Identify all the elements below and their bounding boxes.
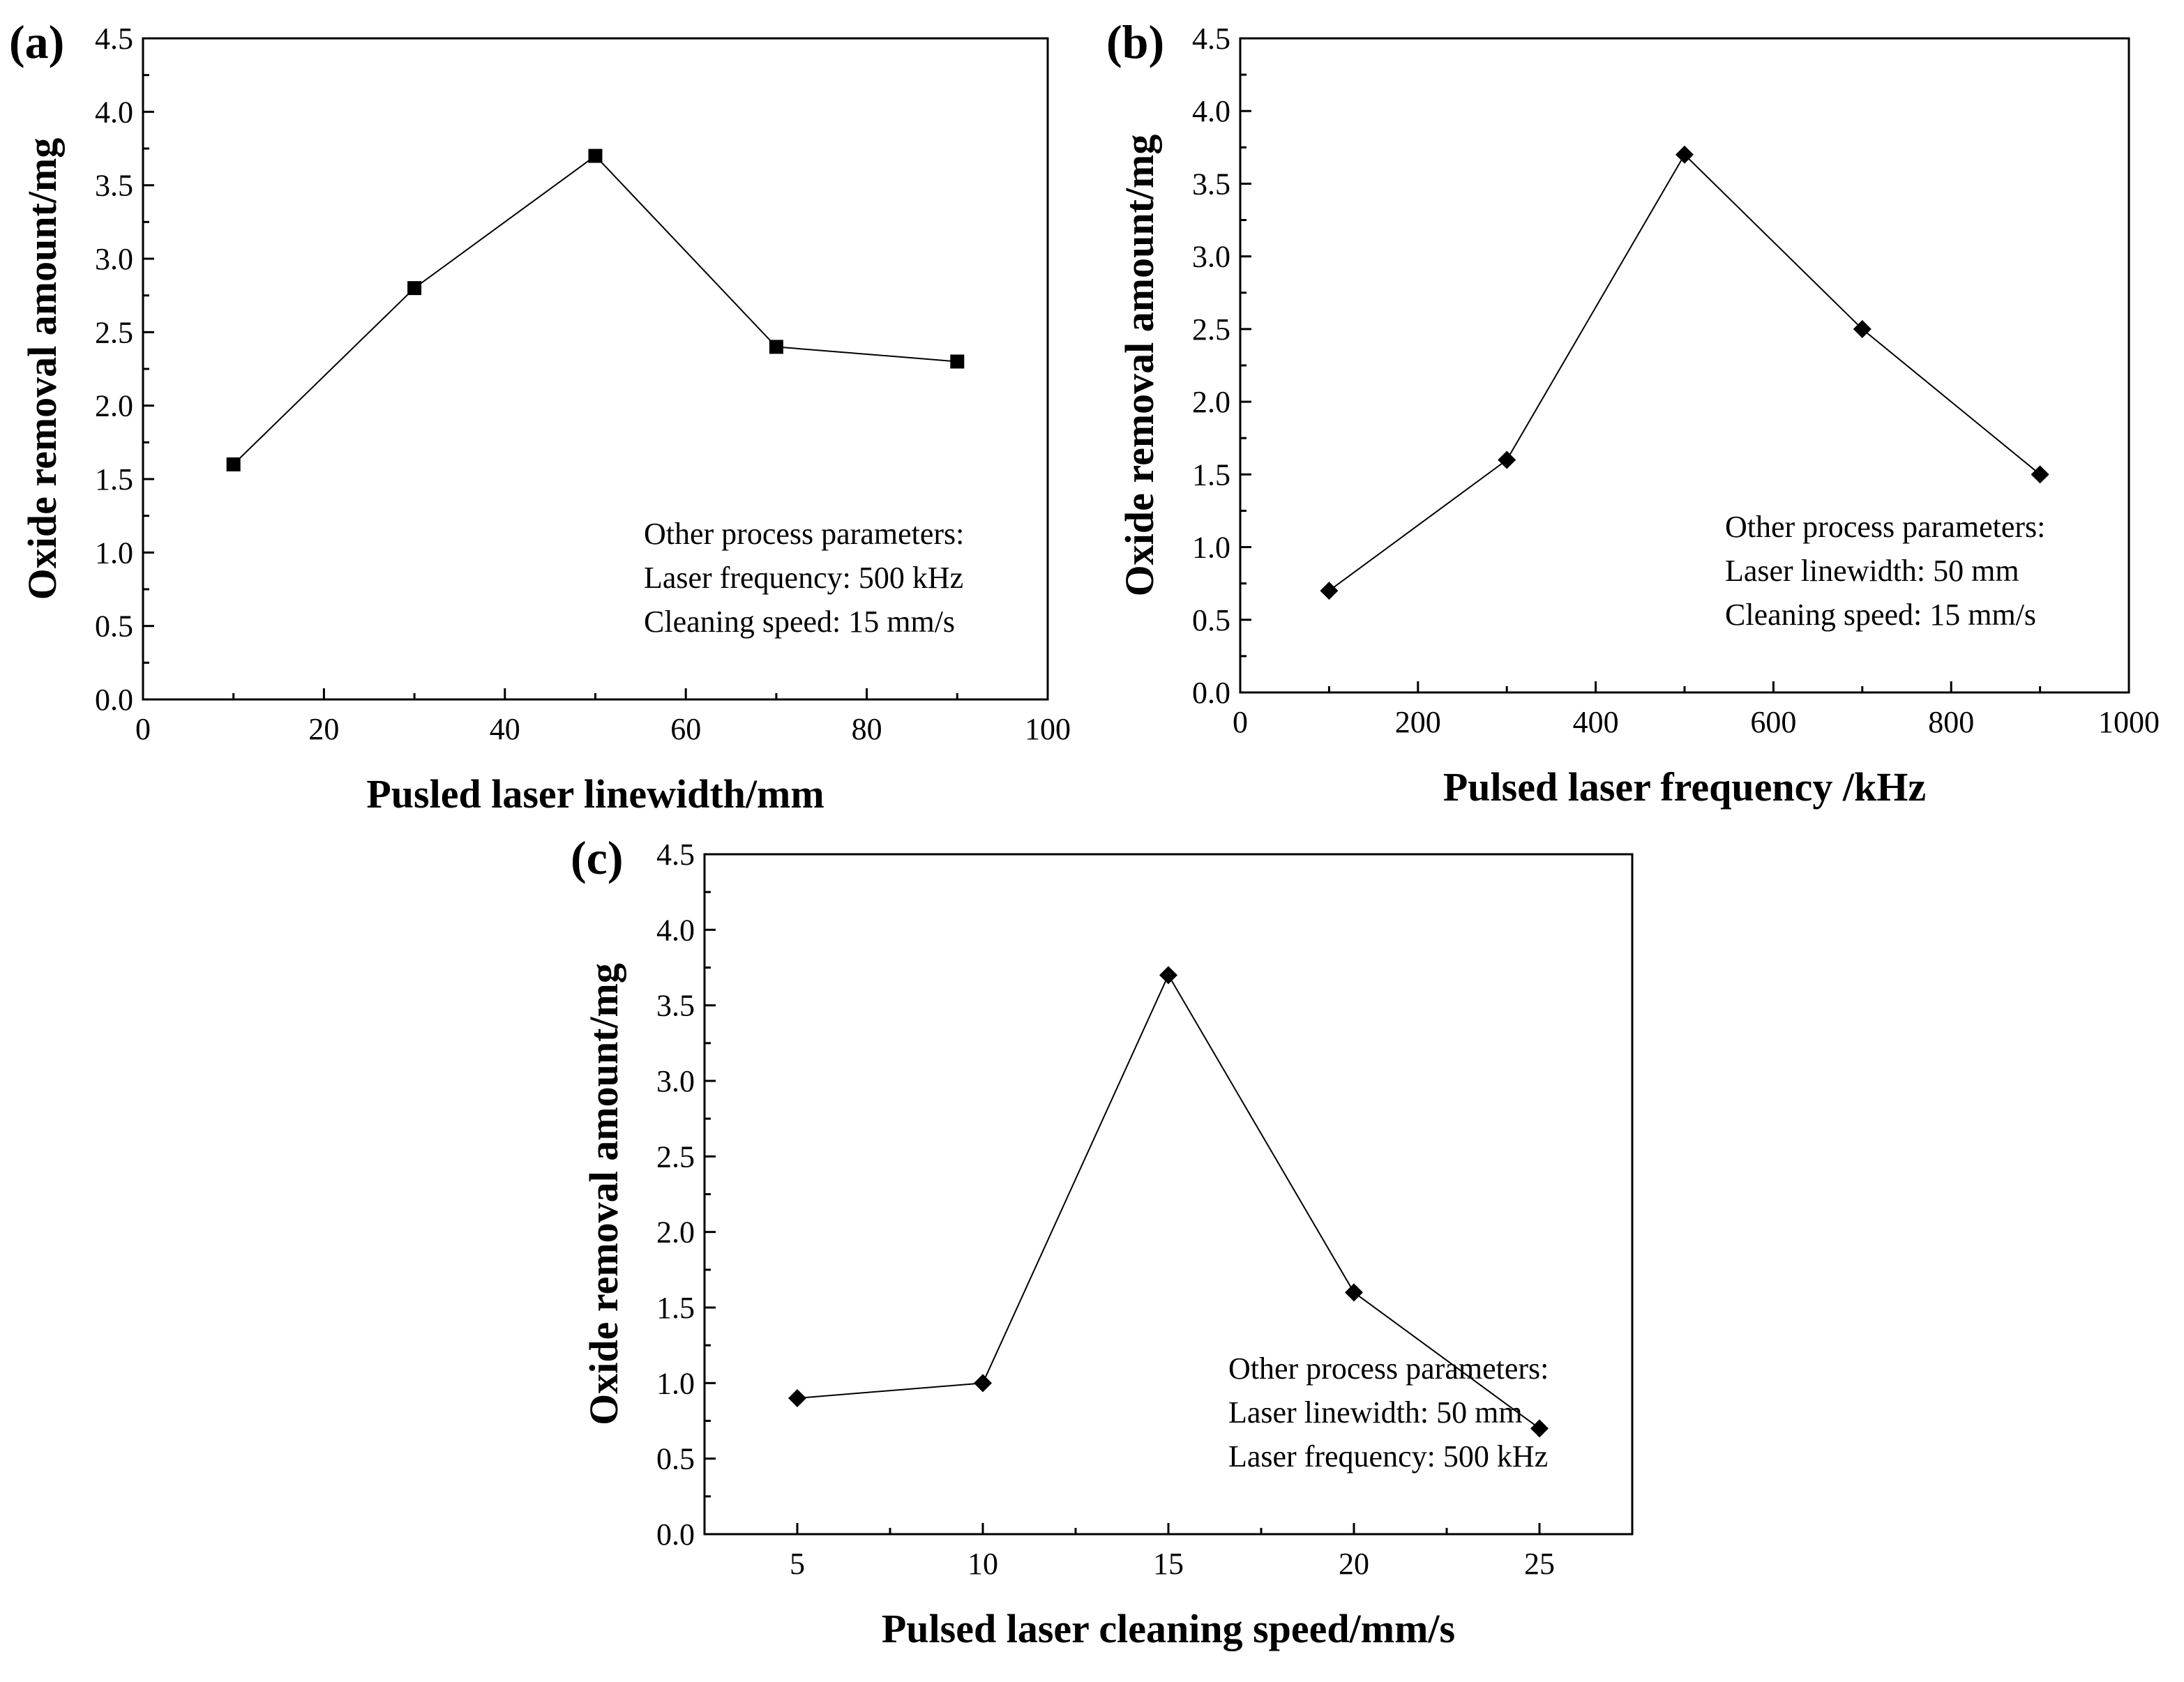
data-point-marker [407, 281, 422, 296]
y-tick-label: 3.5 [656, 989, 695, 1023]
y-tick-label: 0.0 [1192, 676, 1230, 710]
plot-frame [703, 853, 1634, 1536]
parameters-note-line: Laser linewidth: 50 mm [1725, 554, 2019, 588]
x-tick-label: 800 [1928, 705, 1974, 739]
data-point-marker [769, 340, 783, 354]
y-tick-label: 2.0 [95, 389, 133, 423]
y-tick-label: 0.0 [95, 683, 133, 717]
y-axis-title: Oxide removal amount/mg [581, 963, 626, 1425]
x-tick-label: 15 [1153, 1547, 1184, 1581]
y-tick-label: 4.0 [1192, 94, 1230, 128]
y-tick-label: 2.0 [656, 1215, 695, 1250]
y-tick-label: 1.5 [656, 1291, 695, 1325]
chart-panel-c: 0.0 0.5 1.0 1.5 2.0 2.5 3.0 3.5 4.0 4.5 5 10 15 20 25 P… [571, 831, 1634, 1651]
x-tick-label: 60 [670, 712, 701, 746]
y-axis-title: Oxide removal amount/mg [20, 138, 65, 600]
y-tick-label: 4.0 [656, 913, 695, 947]
plot-frame [1239, 37, 2130, 694]
data-point-marker [1345, 1283, 1363, 1302]
y-tick-label: 0.5 [1192, 603, 1230, 637]
parameters-note-line: Other process parameters: [644, 517, 964, 551]
data-point-marker [1853, 319, 1872, 338]
y-tick-label: 3.5 [95, 169, 133, 203]
chart-panel-b: 0.0 0.5 1.0 1.5 2.0 2.5 3.0 3.5 4.0 4.5 0 200 400 600… [1106, 15, 2160, 810]
data-point-marker [588, 149, 603, 163]
x-tick-label: 25 [1524, 1547, 1555, 1581]
x-tick-label: 0 [135, 712, 151, 746]
x-axis-title: Pulsed laser frequency /kHz [1443, 764, 1926, 810]
y-tick-label: 1.0 [95, 536, 133, 570]
y-tick-label: 0.5 [656, 1442, 695, 1476]
y-tick-label: 2.0 [1192, 385, 1230, 419]
x-tick-label: 100 [1025, 712, 1071, 746]
y-tick-label: 2.5 [1192, 312, 1230, 347]
y-tick-label: 0.0 [656, 1517, 695, 1552]
data-point-marker [974, 1374, 992, 1393]
y-tick-label: 2.5 [656, 1139, 695, 1174]
parameters-note-line: Other process parameters: [1725, 510, 2045, 544]
x-tick-label: 200 [1395, 705, 1441, 739]
y-tick-label: 4.0 [95, 95, 133, 129]
x-tick-label: 20 [1339, 1547, 1369, 1581]
series-line [233, 155, 958, 465]
data-point-marker [1159, 966, 1177, 985]
data-point-marker [788, 1389, 806, 1407]
chart-panel-a: 0.0 0.5 1.0 1.5 2.0 2.5 3.0 3.5 4.0 4.5 0 20 40 60 80 1… [9, 15, 1071, 817]
panel-label: (b) [1106, 15, 1164, 68]
data-point-marker [2031, 465, 2049, 484]
data-point-marker [1498, 450, 1516, 469]
y-tick-label: 1.0 [656, 1366, 695, 1400]
x-tick-label: 5 [790, 1547, 805, 1581]
y-tick-label: 4.5 [656, 838, 695, 872]
y-tick-label: 2.5 [95, 315, 133, 349]
x-tick-label: 10 [967, 1547, 998, 1581]
y-tick-label: 3.0 [656, 1064, 695, 1098]
y-tick-label: 0.5 [95, 609, 133, 644]
x-tick-label: 20 [308, 712, 339, 746]
y-tick-label: 1.5 [95, 462, 133, 497]
x-tick-label: 1000 [2098, 705, 2160, 739]
y-tick-label: 3.5 [1192, 167, 1230, 201]
y-tick-label: 4.5 [95, 22, 133, 56]
parameters-note-line: Laser linewidth: 50 mm [1228, 1395, 1523, 1430]
x-axis-title: Pusled laser linewidth/mm [366, 771, 824, 817]
parameters-note-line: Laser frequency: 500 kHz [1228, 1439, 1548, 1473]
data-point-marker [1530, 1419, 1549, 1438]
x-tick-label: 0 [1233, 705, 1248, 739]
y-tick-label: 4.5 [1192, 22, 1230, 56]
y-tick-label: 3.0 [95, 242, 133, 276]
x-tick-label: 40 [490, 712, 520, 746]
x-tick-label: 600 [1750, 705, 1796, 739]
y-axis-title: Oxide removal amount/mg [1117, 135, 1162, 597]
data-point-marker [950, 354, 965, 369]
parameters-note-line: Cleaning speed: 15 mm/s [644, 605, 955, 639]
y-tick-label: 3.0 [1192, 240, 1230, 274]
y-tick-label: 1.5 [1192, 457, 1230, 492]
parameters-note-line: Other process parameters: [1228, 1351, 1549, 1386]
y-tick-label: 1.0 [1192, 531, 1230, 565]
data-point-marker [1675, 145, 1694, 164]
panel-label: (a) [9, 15, 64, 68]
parameters-note-line: Laser frequency: 500 kHz [644, 561, 963, 595]
x-tick-label: 400 [1573, 705, 1619, 739]
data-point-marker [226, 457, 241, 471]
x-tick-label: 80 [852, 712, 882, 746]
parameters-note-line: Cleaning speed: 15 mm/s [1725, 598, 2036, 632]
plot-frame [142, 37, 1049, 701]
data-point-marker [1320, 582, 1339, 600]
panel-label: (c) [571, 831, 623, 884]
x-axis-title: Pulsed laser cleaning speed/mm/s [882, 1606, 1455, 1651]
